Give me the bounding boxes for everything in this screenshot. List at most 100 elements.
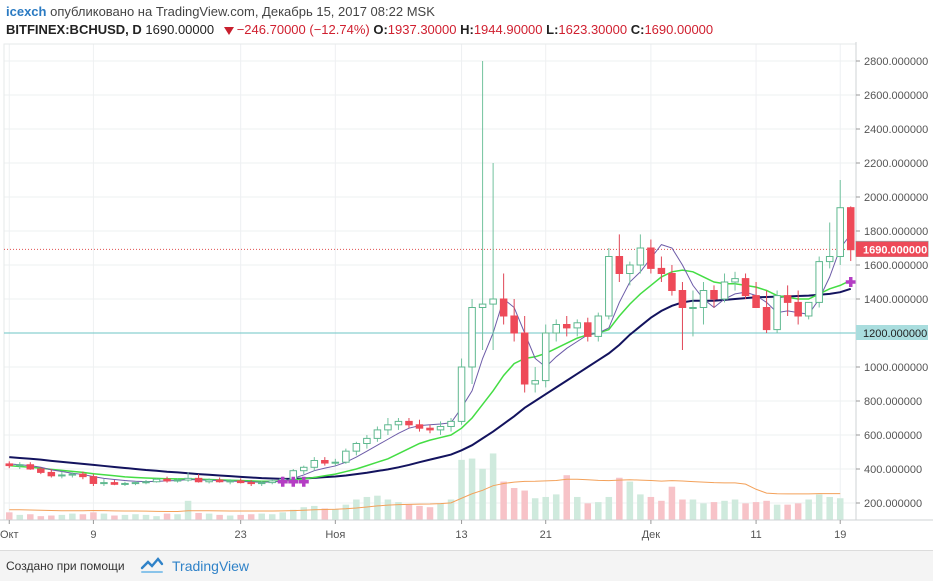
candle-body — [689, 307, 697, 309]
price-change: −246.70000 (−12.74%) — [236, 22, 370, 37]
volume-bar — [647, 496, 655, 520]
tradingview-logo-icon[interactable] — [140, 556, 164, 574]
volume-bar — [468, 458, 476, 520]
volume-bar — [742, 503, 749, 520]
volume-bar — [363, 496, 371, 520]
down-arrow-icon — [223, 26, 234, 35]
candle-body — [152, 478, 161, 483]
volume-bar — [174, 514, 181, 520]
volume-bar — [279, 512, 287, 520]
candle-body — [405, 420, 413, 426]
volume-bar — [395, 502, 402, 520]
volume-bar — [521, 490, 528, 520]
volume-bar — [826, 496, 833, 520]
price-tick-label: 1000.000000 — [864, 362, 928, 374]
volume-bar — [721, 500, 728, 520]
volume-bar — [689, 499, 697, 520]
volume-bar — [637, 494, 644, 520]
author-link[interactable]: icexch — [6, 4, 47, 19]
volume-bar — [226, 515, 234, 520]
candle-body — [657, 267, 666, 274]
candle-body — [5, 463, 14, 467]
candle-body — [226, 480, 234, 483]
tradingview-brand[interactable]: TradingView — [172, 558, 250, 574]
candle-body — [16, 464, 24, 467]
candle-body — [762, 307, 771, 331]
candle-body — [720, 281, 729, 300]
volume-bar — [563, 475, 571, 520]
candle-body — [373, 429, 382, 439]
price-tick-label: 200.000000 — [864, 498, 922, 510]
ma-mid-line — [9, 269, 852, 482]
candle-body — [173, 479, 182, 482]
volume-bar — [679, 499, 686, 520]
time-axis[interactable]: Окт 9 23 Ноя 13 21 Дек 11 19 — [0, 519, 933, 541]
volume-bar — [416, 505, 423, 520]
candle-body — [300, 466, 308, 472]
last-price-badge — [856, 241, 928, 257]
ma-fast-line — [9, 234, 852, 483]
ma-slow-line — [9, 287, 852, 480]
volume-bar — [353, 499, 360, 520]
volume-bar — [479, 468, 486, 520]
price-axis[interactable]: 200.000000 400.000000 600.000000 800.000000… — [855, 42, 929, 520]
ohlc-legend: BITFINEX:BCHUSD, D 1690.00000 −246.70000… — [6, 22, 713, 37]
cross-marker-icon — [298, 476, 309, 487]
candle-body — [436, 426, 445, 431]
candle-body — [184, 477, 192, 481]
volume-bar — [658, 500, 665, 520]
candle-body — [384, 424, 392, 431]
candle-body — [731, 278, 739, 283]
candle-body — [79, 473, 87, 478]
low-value: 1623.30000 — [558, 22, 628, 37]
candlestick-chart[interactable]: 200.000000 400.000000 600.000000 800.000000… — [0, 42, 933, 552]
high-value: 1944.90000 — [473, 22, 543, 37]
volume-bar — [342, 504, 350, 520]
volume-bar — [584, 503, 592, 520]
volume-bar — [616, 477, 623, 520]
volume-bar — [205, 513, 213, 520]
candle-body — [68, 473, 77, 476]
volume-bar — [153, 516, 160, 520]
price-lines — [4, 248, 856, 334]
volume-bar — [195, 512, 202, 520]
symbol-label[interactable]: BITFINEX:BCHUSD, D — [6, 22, 142, 37]
candle-body — [394, 420, 403, 426]
volume-bar — [300, 507, 308, 520]
volume-bar — [48, 515, 55, 520]
cross-marker-icon — [845, 277, 856, 287]
candle-body — [363, 437, 371, 444]
volume-bar — [794, 503, 802, 520]
volume-bar — [595, 502, 602, 520]
volume-bar — [542, 496, 549, 520]
volume-bar — [626, 481, 634, 520]
candle-body — [804, 301, 813, 317]
volume-bar — [321, 508, 329, 520]
volume-bar — [426, 507, 434, 520]
candle-body — [773, 295, 781, 331]
candle-body — [510, 315, 518, 334]
volume-bar — [437, 503, 444, 520]
open-value: 1937.30000 — [387, 22, 457, 37]
price-tick-label: 1600.000000 — [864, 260, 928, 272]
candle-body — [415, 424, 424, 429]
volume-bar — [247, 514, 255, 520]
volume-bar — [258, 513, 265, 520]
candle-body — [257, 482, 266, 485]
volume-bar — [90, 512, 97, 520]
time-tick-label: Дек — [642, 529, 661, 541]
candle-body — [142, 481, 150, 484]
close-value: 1690.00000 — [644, 22, 714, 37]
volume-bar — [447, 499, 455, 520]
candle-body — [794, 301, 802, 317]
candle-body — [268, 480, 276, 484]
candle-body — [47, 471, 56, 477]
volume-bars — [5, 453, 844, 520]
candle-body — [489, 298, 497, 305]
time-tick-label: 11 — [750, 529, 761, 541]
volume-bar — [489, 453, 497, 520]
candle-body — [447, 420, 455, 427]
volume-bar — [121, 514, 129, 520]
candle-body — [815, 261, 823, 303]
volume-bar — [311, 505, 318, 520]
